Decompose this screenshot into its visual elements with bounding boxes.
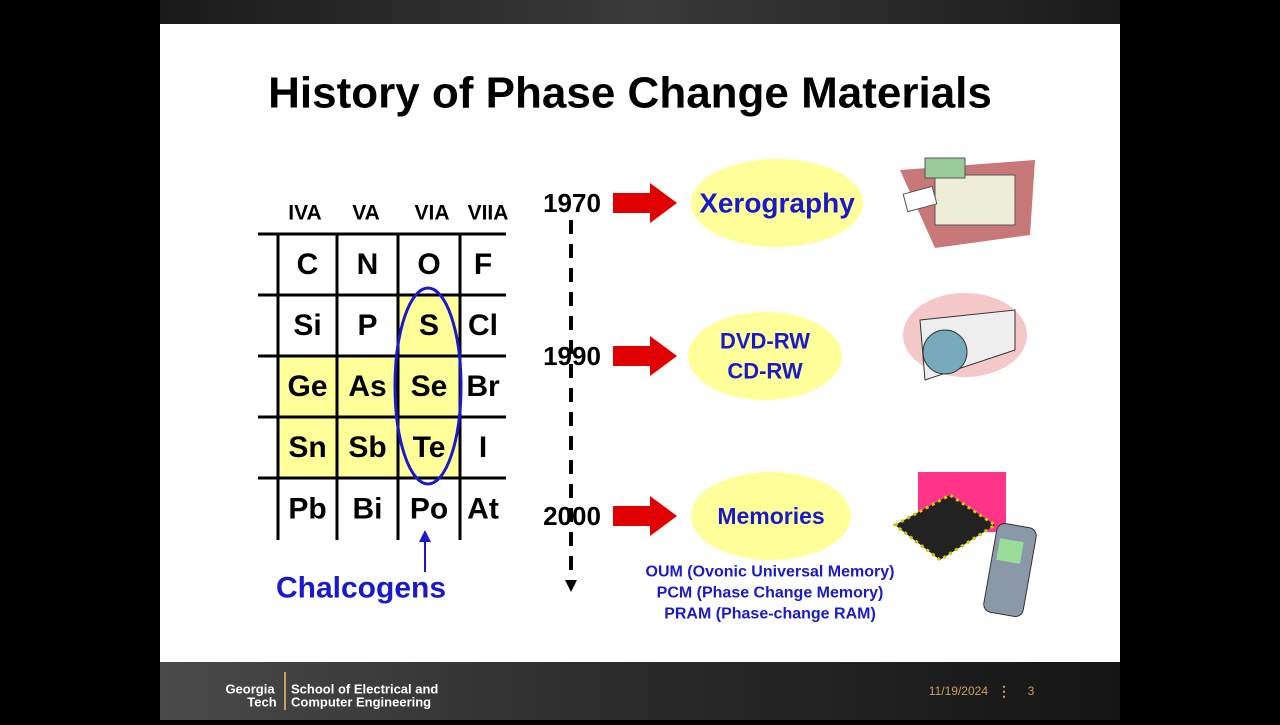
column-header: VIIA <box>468 202 509 225</box>
element-symbol: P <box>357 309 377 342</box>
column-header: VA <box>352 202 380 225</box>
highlight-cell <box>278 417 337 478</box>
element-symbol: C <box>297 248 319 281</box>
element-symbol: Sb <box>348 431 386 464</box>
application-label: Memories <box>717 503 824 529</box>
application-label: DVD-RW <box>720 329 810 354</box>
highlight-cell <box>337 417 398 478</box>
logo-text: Georgia <box>225 682 275 697</box>
date: 11/19/2024 <box>929 684 988 698</box>
separator: ⋮ <box>997 683 1011 699</box>
title: History of Phase Change Materials <box>268 69 992 118</box>
page-number: 3 <box>1028 684 1035 698</box>
element-symbol: Sn <box>288 431 326 464</box>
element-symbol: Br <box>466 370 500 403</box>
red-arrow <box>613 183 677 223</box>
logo-text: Tech <box>247 695 276 710</box>
element-symbol: As <box>348 370 386 403</box>
column-header: VIA <box>414 202 449 225</box>
highlight-cell <box>398 356 460 417</box>
copier-icon <box>900 157 1035 248</box>
memory-note: PRAM (Phase-change RAM) <box>664 606 876 623</box>
timeline-arrow <box>565 580 577 592</box>
chip-phone-icon <box>892 472 1037 618</box>
school-text: Computer Engineering <box>291 695 431 710</box>
label-bubble <box>688 312 842 400</box>
element-symbol: Se <box>411 370 448 403</box>
footer-bar <box>160 662 1120 720</box>
memory-note: PCM (Phase Change Memory) <box>657 585 884 602</box>
element-symbol: Te <box>413 431 446 464</box>
element-symbol: Bi <box>353 493 383 526</box>
year: 1970 <box>543 188 601 218</box>
year: 2000 <box>543 501 601 531</box>
timeline: 1970 Xerography 1990 DVD-RW CD-RW 2000 Memorie… <box>543 159 863 560</box>
element-symbol: Po <box>410 493 448 526</box>
application-label: CD-RW <box>727 359 803 384</box>
element-symbol: Pb <box>288 493 326 526</box>
year: 1990 <box>543 341 601 371</box>
periodic-table: IVA VA VIA VIIA C N O F Si P S Cl Ge As Se Br Sn Sb Te I Pb B… <box>258 202 509 540</box>
element-symbol: I <box>479 431 487 464</box>
highlight-cell <box>337 356 398 417</box>
label-bubble <box>691 472 851 560</box>
top-bar <box>160 0 1120 24</box>
label-bubble <box>691 159 863 247</box>
element-symbol: Cl <box>468 309 498 342</box>
highlight-cell <box>278 356 337 417</box>
red-arrow <box>613 496 677 536</box>
element-symbol: S <box>419 309 439 342</box>
element-symbol: O <box>417 248 440 281</box>
element-symbol: N <box>357 248 379 281</box>
red-arrow <box>613 336 677 376</box>
chalcogens-label: Chalcogens <box>276 572 446 605</box>
application-label: Xerography <box>699 188 855 219</box>
school-text: School of Electrical and <box>291 682 438 697</box>
memory-note: OUM (Ovonic Universal Memory) <box>646 564 895 581</box>
column-header: IVA <box>288 202 321 225</box>
element-symbol: At <box>467 493 499 526</box>
element-symbol: Ge <box>287 370 327 403</box>
disc-drive-icon <box>903 293 1027 381</box>
element-symbol: F <box>474 248 492 281</box>
element-symbol: Si <box>293 309 321 342</box>
arrow-head <box>419 530 431 542</box>
chalcogen-ellipse <box>393 286 463 486</box>
